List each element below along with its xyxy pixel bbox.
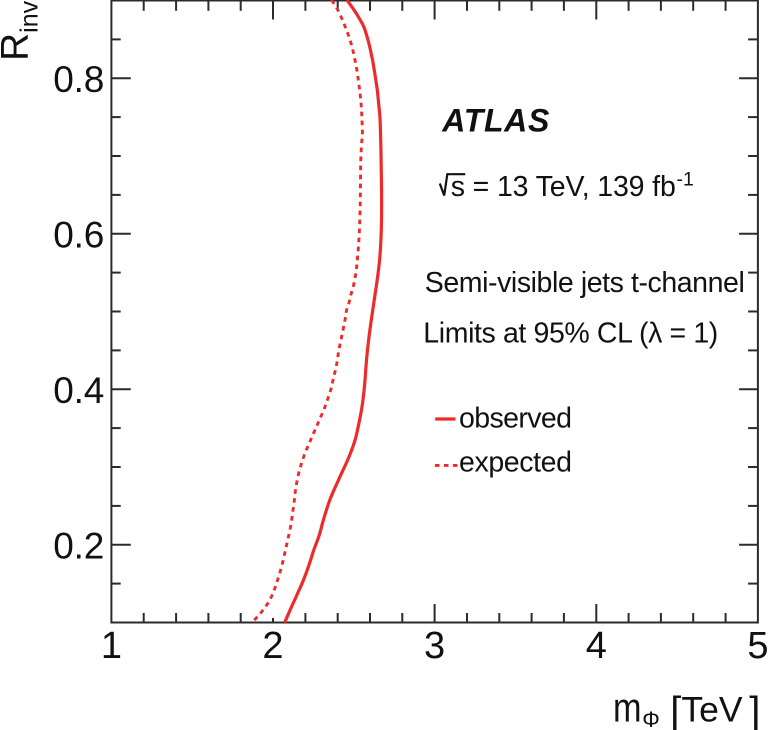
svg-text:[TeV: [TeV (670, 689, 743, 730)
svg-text:0.2: 0.2 (53, 526, 104, 567)
svg-text:4: 4 (586, 625, 607, 667)
svg-text:m: m (613, 684, 642, 730)
svg-text:observed: observed (459, 403, 572, 435)
svg-text:1: 1 (101, 625, 122, 667)
svg-text:Φ: Φ (642, 707, 660, 730)
svg-text:expected: expected (459, 447, 572, 479)
svg-text:]: ] (749, 689, 760, 730)
svg-text:-1: -1 (677, 168, 694, 190)
svg-text:2: 2 (262, 625, 283, 667)
svg-text:s = 13 TeV, 139 fb: s = 13 TeV, 139 fb (451, 171, 676, 203)
svg-text:Rinv: Rinv (0, 0, 44, 61)
svg-text:5: 5 (747, 625, 768, 667)
svg-text:0.8: 0.8 (53, 59, 104, 100)
svg-text:3: 3 (424, 625, 445, 667)
svg-text:Semi-visible jets t-channel: Semi-visible jets t-channel (425, 267, 745, 299)
svg-text:0.6: 0.6 (53, 215, 104, 256)
svg-text:0.4: 0.4 (53, 370, 104, 411)
svg-text:ATLAS: ATLAS (441, 103, 550, 139)
svg-text:Limits at 95% CL (λ = 1): Limits at 95% CL (λ = 1) (423, 318, 718, 350)
